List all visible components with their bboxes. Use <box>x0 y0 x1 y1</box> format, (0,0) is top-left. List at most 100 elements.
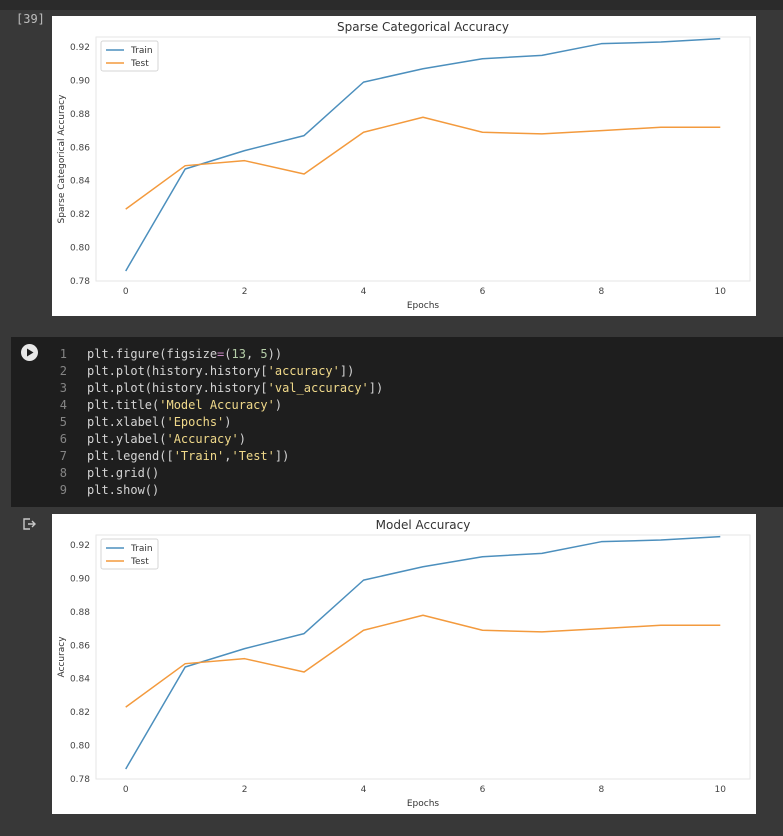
y-tick-label: 0.78 <box>70 775 90 785</box>
code-token: plt.grid() <box>87 466 160 480</box>
x-tick-label: 0 <box>123 785 129 795</box>
legend-label: Test <box>130 557 149 567</box>
series-line-train <box>125 37 721 272</box>
x-tick-label: 8 <box>598 287 604 297</box>
code-text: plt.legend(['Train','Test']) <box>87 448 289 465</box>
line-number: 8 <box>59 466 67 480</box>
previous-cell-strip <box>0 0 783 10</box>
series-line-train <box>125 535 721 770</box>
play-icon <box>26 348 33 357</box>
y-tick-label: 0.80 <box>70 742 90 752</box>
y-tick-label: 0.80 <box>70 244 90 254</box>
code-token: )) <box>267 347 283 361</box>
code-editor[interactable]: 1 plt.figure(figsize=(13, 5)) 2 plt.plot(hi… <box>47 346 383 499</box>
code-token: , <box>224 449 232 463</box>
code-token: 5 <box>260 347 268 361</box>
x-tick-label: 0 <box>123 287 129 297</box>
y-tick-label: 0.90 <box>70 574 90 584</box>
line-number: 6 <box>59 432 67 446</box>
code-line[interactable]: 5 plt.xlabel('Epochs') <box>47 414 383 431</box>
chart-output-1: Sparse Categorical Accuracy 0 2 4 6 8 10 0.78 0.… <box>52 16 756 316</box>
line-number: 1 <box>59 347 67 361</box>
code-token: plt.figure(figsize <box>87 347 218 361</box>
line-number: 2 <box>59 364 67 378</box>
output-arrow-icon[interactable] <box>22 517 36 531</box>
plot-area <box>95 534 751 780</box>
y-tick-label: 0.86 <box>70 641 90 651</box>
y-axis-label: Accuracy <box>57 636 67 678</box>
code-cell[interactable]: 1 plt.figure(figsize=(13, 5)) 2 plt.plot(hi… <box>11 337 783 507</box>
code-text: plt.show() <box>87 482 159 499</box>
code-token: plt.title( <box>87 398 160 412</box>
y-tick-label: 0.84 <box>70 177 90 187</box>
chart-title: Sparse Categorical Accuracy <box>337 20 509 34</box>
code-token: , <box>245 347 261 361</box>
x-axis-label: Epochs <box>407 799 440 809</box>
code-token: plt.xlabel( <box>87 415 167 429</box>
code-token: = <box>217 347 225 361</box>
y-tick-label: 0.92 <box>70 541 90 551</box>
code-text: plt.figure(figsize=(13, 5)) <box>87 346 282 363</box>
execution-count: [39] <box>16 12 45 26</box>
code-token: plt.plot(history.history[ <box>87 381 268 395</box>
code-token: 'Accuracy' <box>166 432 239 446</box>
x-tick-label: 10 <box>715 287 727 297</box>
code-token: 'accuracy' <box>267 364 340 378</box>
accuracy-chart-1: Sparse Categorical Accuracy 0 2 4 6 8 10 0.78 0.… <box>57 20 751 311</box>
y-tick-label: 0.88 <box>70 608 90 618</box>
y-tick-label: 0.84 <box>70 675 90 685</box>
code-token: ) <box>224 415 232 429</box>
x-axis-label: Epochs <box>407 301 440 311</box>
code-line[interactable]: 1 plt.figure(figsize=(13, 5)) <box>47 346 383 363</box>
code-text: plt.title('Model Accuracy') <box>87 397 282 414</box>
run-cell-button[interactable] <box>21 344 38 361</box>
code-token: ( <box>224 347 232 361</box>
code-text: plt.plot(history.history['accuracy']) <box>87 363 354 380</box>
code-token: 'Test' <box>231 449 275 463</box>
code-line[interactable]: 4 plt.title('Model Accuracy') <box>47 397 383 414</box>
legend-label: Test <box>130 59 149 69</box>
code-line[interactable]: 7 plt.legend(['Train','Test']) <box>47 448 383 465</box>
code-line[interactable]: 8 plt.grid() <box>47 465 383 482</box>
code-line[interactable]: 3 plt.plot(history.history['val_accuracy'… <box>47 380 383 397</box>
code-token: ]) <box>368 381 384 395</box>
y-axis-label: Sparse Categorical Accuracy <box>57 94 67 224</box>
code-line[interactable]: 2 plt.plot(history.history['accuracy']) <box>47 363 383 380</box>
x-tick-label: 10 <box>715 785 727 795</box>
x-tick-label: 6 <box>480 785 486 795</box>
x-tick-label: 8 <box>598 785 604 795</box>
code-token: 13 <box>231 347 246 361</box>
chart-output-2: Model Accuracy 0 2 4 6 8 10 0.78 0.80 0.82 0.84 0.8… <box>52 514 756 814</box>
series-line-test <box>125 614 721 708</box>
code-token: 'Model Accuracy' <box>159 398 275 412</box>
line-number: 5 <box>59 415 67 429</box>
series-line-test <box>125 116 721 210</box>
x-tick-label: 2 <box>242 287 248 297</box>
code-text: plt.xlabel('Epochs') <box>87 414 232 431</box>
line-number: 3 <box>59 381 67 395</box>
code-token: plt.legend([ <box>87 449 174 463</box>
plot-area <box>95 36 751 282</box>
legend-label: Train <box>130 46 153 56</box>
y-tick-label: 0.86 <box>70 143 90 153</box>
y-tick-label: 0.82 <box>70 210 90 220</box>
y-tick-label: 0.90 <box>70 76 90 86</box>
x-tick-label: 6 <box>480 287 486 297</box>
y-tick-label: 0.78 <box>70 277 90 287</box>
code-token: ]) <box>274 449 290 463</box>
y-tick-label: 0.92 <box>70 43 90 53</box>
y-tick-label: 0.88 <box>70 110 90 120</box>
x-tick-label: 4 <box>361 785 367 795</box>
code-line[interactable]: 6 plt.ylabel('Accuracy') <box>47 431 383 448</box>
code-token: ) <box>274 398 283 412</box>
code-text: plt.plot(history.history['val_accuracy']… <box>87 380 383 397</box>
code-token: 'Train' <box>173 449 225 463</box>
x-tick-label: 2 <box>242 785 248 795</box>
code-text: plt.ylabel('Accuracy') <box>87 431 246 448</box>
code-token: ]) <box>339 364 355 378</box>
legend-label: Train <box>130 544 153 554</box>
code-line[interactable]: 9 plt.show() <box>47 482 383 499</box>
code-token: plt.plot(history.history[ <box>87 364 268 378</box>
code-text: plt.grid() <box>87 465 159 482</box>
y-tick-label: 0.82 <box>70 708 90 718</box>
